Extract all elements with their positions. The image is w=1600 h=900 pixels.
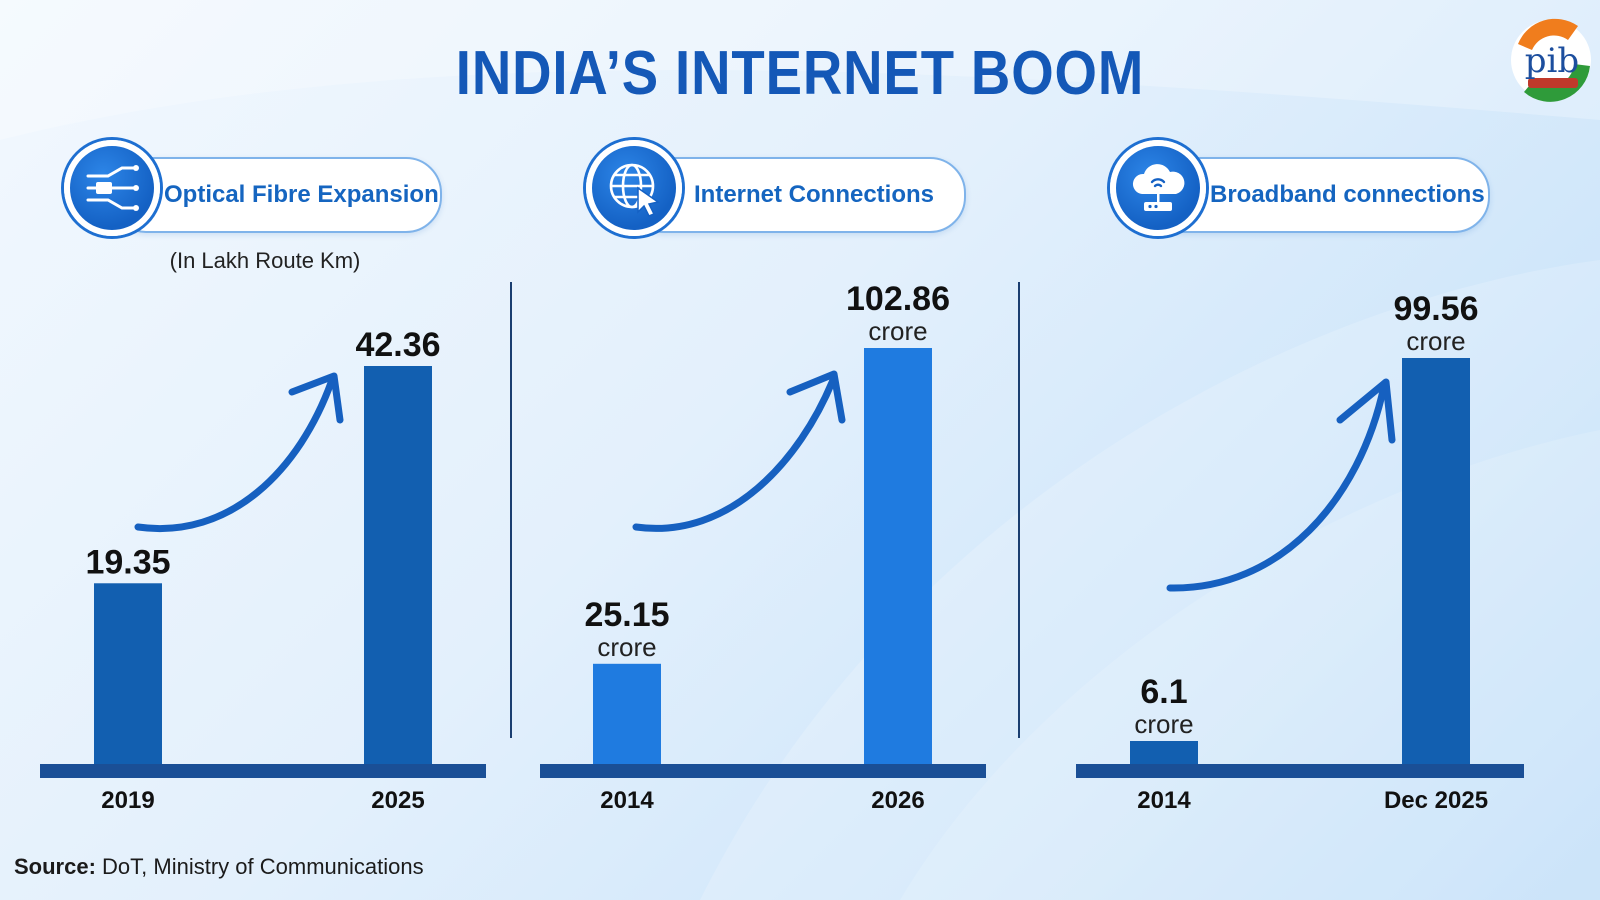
bar-2014 bbox=[1130, 741, 1198, 766]
x-tick-label: 2019 bbox=[101, 787, 154, 814]
chart-baseline bbox=[540, 764, 986, 778]
chart-baseline bbox=[1076, 764, 1524, 778]
logo-text: pib bbox=[1525, 41, 1579, 81]
panel-2-heading: Internet Connections bbox=[694, 181, 935, 208]
source-text: DoT, Ministry of Communications bbox=[102, 854, 424, 879]
panel-1-header: Optical Fibre Expansion bbox=[110, 157, 442, 233]
panel-3-heading: Broadband connections bbox=[1210, 181, 1485, 208]
unit-label: crore bbox=[1406, 326, 1465, 356]
growth-arrow bbox=[1166, 382, 1388, 592]
pib-logo: pib bbox=[1511, 18, 1591, 102]
panel-1-heading: Optical Fibre Expansion bbox=[164, 181, 439, 208]
data-label: 25.15 bbox=[584, 596, 669, 634]
optical-fibre-icon bbox=[64, 140, 160, 236]
growth-arrow bbox=[134, 376, 336, 532]
source-label: Source: bbox=[14, 854, 96, 879]
unit-label: crore bbox=[868, 316, 927, 346]
source-note: Source: DoT, Ministry of Communications bbox=[14, 854, 424, 880]
unit-label: crore bbox=[1134, 709, 1193, 739]
globe-cursor-icon bbox=[586, 140, 682, 236]
x-tick-label: 2026 bbox=[871, 787, 924, 814]
data-label: 6.1 bbox=[1140, 673, 1187, 711]
bar-2026 bbox=[864, 348, 932, 766]
panel-1-unit-note: (In Lakh Route Km) bbox=[169, 248, 361, 273]
bar-2025 bbox=[364, 366, 432, 766]
growth-arrow-head bbox=[1336, 378, 1396, 444]
bar-2014 bbox=[593, 663, 661, 766]
data-label: 42.36 bbox=[355, 326, 440, 364]
data-label: 102.86 bbox=[846, 280, 950, 318]
data-label: 99.56 bbox=[1393, 290, 1478, 328]
panel-divider-1 bbox=[510, 282, 512, 738]
growth-arrow bbox=[632, 376, 837, 532]
cloud-router-icon bbox=[1110, 140, 1206, 236]
chart-baseline bbox=[40, 764, 486, 778]
x-tick-label: 2014 bbox=[600, 787, 654, 814]
x-tick-label: 2025 bbox=[371, 787, 424, 814]
bar-dec-2025 bbox=[1402, 358, 1470, 766]
unit-label: crore bbox=[597, 632, 656, 662]
panel-2-header: Internet Connections bbox=[628, 157, 966, 233]
growth-arrow-head bbox=[288, 372, 344, 424]
x-tick-label: Dec 2025 bbox=[1384, 787, 1488, 814]
bar-2019 bbox=[94, 583, 162, 766]
panel-divider-2 bbox=[1018, 282, 1020, 738]
x-tick-label: 2014 bbox=[1137, 787, 1191, 814]
page-title: INDIA’S INTERNET BOOM bbox=[455, 39, 1145, 108]
data-label: 19.35 bbox=[85, 543, 170, 581]
growth-arrow-head bbox=[786, 370, 846, 424]
